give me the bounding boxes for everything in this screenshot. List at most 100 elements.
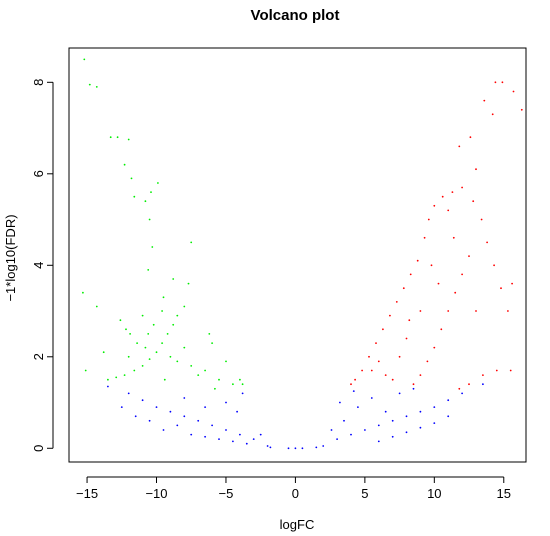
data-point [241,383,244,386]
data-point [391,378,394,381]
x-tick-label: 5 [361,486,368,501]
data-point [433,422,436,424]
data-point [494,81,497,84]
y-axis: 0 2 4 6 8 [31,79,54,452]
data-point [204,435,207,438]
data-point [141,399,144,402]
data-point [382,328,384,331]
data-point [426,360,429,363]
plot-frame [68,47,527,463]
data-point [357,406,359,408]
data-point [447,310,450,312]
data-point [172,323,175,326]
x-tick-label: 0 [292,486,299,501]
data-point [461,186,463,189]
data-point [301,447,304,450]
data-point [419,410,422,413]
data-point [123,374,126,376]
data-point [361,369,363,372]
data-point [166,333,169,335]
data-point [190,365,193,367]
data-point [141,365,144,367]
data-point [447,415,450,418]
data-point [336,438,338,440]
data-point [368,355,370,358]
data-point [172,278,175,280]
data-point [125,328,127,331]
data-point [127,138,130,141]
data-point [501,81,504,84]
data-point [469,136,472,139]
data-point [512,90,515,93]
data-point [475,310,477,312]
data-point [150,191,152,194]
data-point [452,236,455,239]
data-point [120,406,123,408]
data-point [208,333,211,335]
data-point [123,163,126,166]
data-point [204,369,207,372]
data-point [384,374,387,376]
data-point [375,342,377,344]
data-point [433,346,436,349]
data-point [130,177,133,180]
data-point [88,83,91,86]
data-point [161,342,164,344]
data-point [218,438,220,440]
data-point [141,314,144,317]
data-point [136,342,139,344]
data-point [115,376,118,379]
data-point [364,429,366,431]
data-point [468,255,470,257]
data-point [147,333,150,335]
y-tick-label: 4 [31,262,46,269]
data-point [287,447,290,450]
data-point [214,387,216,390]
data-point [412,387,415,390]
data-point [252,438,255,440]
x-tick-label: −5 [219,486,234,501]
data-point [451,191,454,194]
x-tick-label: 15 [497,486,511,501]
x-tick-label: −10 [145,486,167,501]
data-point [162,296,165,299]
data-point [169,410,172,413]
y-tick-label: 6 [31,170,46,177]
data-point [377,424,380,427]
data-point [211,342,214,344]
data-point [402,287,405,290]
data-point [163,378,166,381]
data-point [315,446,318,449]
data-point [427,218,430,221]
data-point [458,387,461,390]
data-point [211,424,214,427]
data-point [391,435,394,438]
data-point [507,310,509,312]
data-point [441,195,444,198]
data-point [322,445,325,447]
data-point [330,429,333,431]
data-point [377,440,380,443]
data-point [350,383,352,386]
data-point [458,145,461,148]
data-point [157,182,159,184]
data-point [176,360,179,363]
data-point [500,287,502,290]
data-point [183,415,186,418]
data-point [197,419,200,422]
data-point [161,310,164,312]
data-point [423,236,426,239]
data-point [176,314,179,317]
data-point [461,392,463,395]
x-axis: −15 −10 −5 0 5 10 15 [76,476,511,501]
data-point [183,305,186,308]
data-point [176,424,179,427]
data-point [183,397,186,399]
data-point [377,360,380,363]
data-point [127,355,130,358]
data-point [148,218,151,221]
data-point [183,346,186,349]
data-point [412,383,415,386]
